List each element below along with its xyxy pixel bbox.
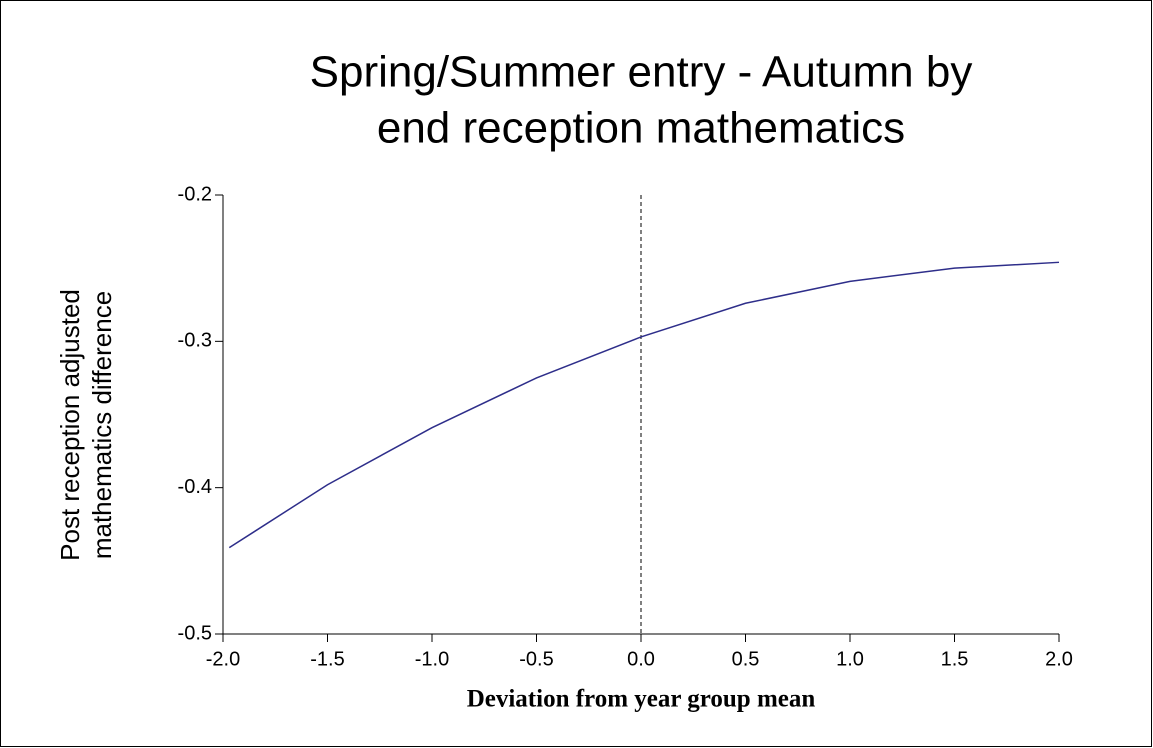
data-line — [228, 261, 1060, 549]
x-tick-label: 0.0 — [627, 648, 655, 670]
y-tick-label: -0.3 — [178, 330, 212, 352]
y-tick-label: -0.5 — [178, 622, 212, 644]
x-tick-label: -0.5 — [519, 648, 553, 670]
x-tick-label: 1.0 — [836, 648, 864, 670]
chart-title: end reception mathematics — [377, 104, 905, 153]
x-axis-label: Deviation from year group mean — [467, 686, 816, 713]
x-tick-label: -1.0 — [415, 648, 449, 670]
y-axis-label: mathematics difference — [87, 291, 117, 559]
y-tick-label: -0.2 — [178, 183, 212, 205]
y-axis-label: Post reception adjusted — [55, 289, 85, 561]
chart-title: Spring/Summer entry - Autumn by — [310, 48, 973, 97]
x-tick-label: 1.5 — [941, 648, 969, 670]
x-tick-label: -2.0 — [206, 648, 240, 670]
x-tick-label: 2.0 — [1045, 648, 1073, 670]
x-tick-label: 0.5 — [732, 648, 760, 670]
x-tick-label: -1.5 — [310, 648, 344, 670]
y-tick-label: -0.4 — [178, 476, 212, 498]
